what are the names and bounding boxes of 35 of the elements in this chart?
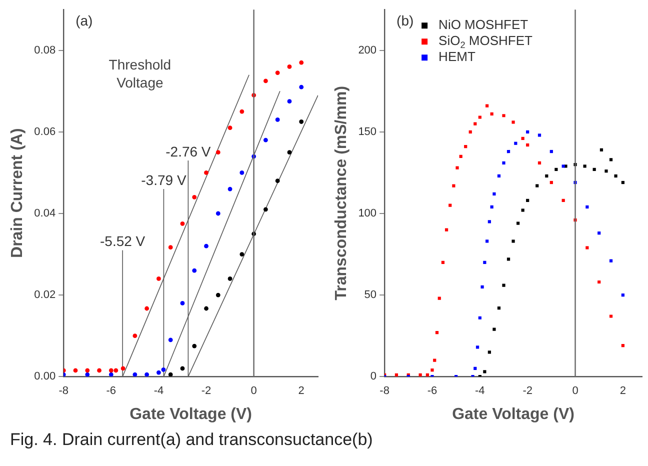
x-axis-title: Gate Voltage (V) [452, 406, 574, 423]
caption: Fig. 4. Drain current(a) and transconsuctance(b) [10, 430, 374, 450]
y-tick-label: 150 [358, 126, 377, 138]
x-tick-label: 2 [298, 385, 304, 398]
x-tick-label: -4 [154, 385, 164, 398]
x-tick-label: -2 [201, 385, 212, 398]
x-axis-title: Gate Voltage (V) [130, 406, 252, 423]
chart-title: (b) [396, 12, 414, 29]
annotation: -5.52 V [100, 233, 146, 250]
y-tick-label: 100 [358, 208, 377, 220]
y-tick-label: 0 [370, 370, 377, 383]
legend-label: HEMT [438, 49, 476, 64]
x-tick-label: 0 [250, 385, 257, 398]
y-axis-title: Drain Current (A) [9, 128, 26, 258]
y-tick-label: 0.04 [34, 208, 56, 220]
y-tick-label: 0.02 [34, 289, 56, 302]
legend-label: NiO MOSHFET [438, 17, 528, 32]
x-tick-label: 0 [572, 385, 578, 398]
x-tick-label: -8 [58, 385, 68, 398]
x-tick-label: -2 [522, 385, 532, 398]
y-tick-label: 0.08 [34, 44, 56, 56]
x-tick-label: -4 [475, 385, 485, 398]
chart-title: (a) [76, 12, 93, 29]
annotation: Threshold Voltage [108, 56, 172, 91]
x-tick-label: -6 [427, 385, 438, 398]
y-tick-label: 0.06 [34, 126, 56, 138]
annotation: -3.79 V [141, 172, 187, 188]
x-tick-label: -8 [380, 385, 390, 398]
y-tick-label: 200 [358, 44, 377, 56]
y-axis-title: Transconductance (mS/mm) [333, 86, 350, 300]
x-tick-label: -6 [106, 385, 116, 398]
y-tick-label: 50 [364, 289, 377, 302]
x-tick-label: 2 [620, 385, 626, 398]
y-tick-label: 0.00 [34, 370, 56, 383]
annotation: -2.76 V [166, 143, 212, 160]
